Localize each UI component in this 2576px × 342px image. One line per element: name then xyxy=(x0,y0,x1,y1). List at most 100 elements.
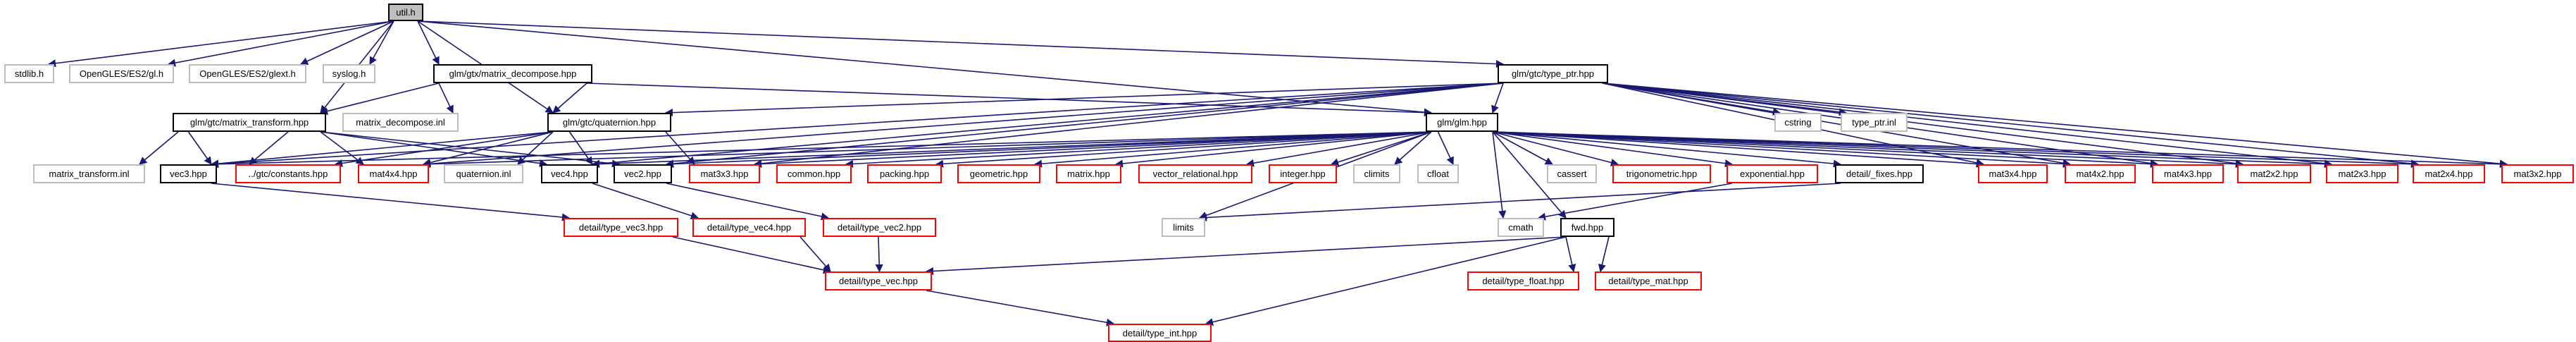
node-label: glm/glm.hpp xyxy=(1437,117,1487,128)
node-mat3x4-hpp[interactable]: mat3x4.hpp xyxy=(1978,164,2048,183)
node-label: mat3x2.hpp xyxy=(2513,169,2562,179)
node-mat2x4-hpp[interactable]: mat2x4.hpp xyxy=(2413,164,2485,183)
node-mat4x2-hpp[interactable]: mat4x2.hpp xyxy=(2065,164,2136,183)
node-packing-hpp[interactable]: packing.hpp xyxy=(867,164,942,183)
node-mat3x2-hpp[interactable]: mat3x2.hpp xyxy=(2501,164,2574,183)
node-label: integer.hpp xyxy=(1280,169,1326,179)
node-label: mat2x3.hpp xyxy=(2338,169,2387,179)
node-label: mat4x4.hpp xyxy=(369,169,418,179)
node-label: OpenGLES/ES2/glext.h xyxy=(199,68,296,79)
edge-glm_hpp-mat3x3_hpp xyxy=(753,131,1432,169)
node-opengles-glext: OpenGLES/ES2/glext.h xyxy=(189,64,306,83)
edge-type_vec3_hpp-type_vec_hpp xyxy=(672,236,832,274)
edge-type_ptr_hpp-mat4x2_hpp xyxy=(1602,83,2072,167)
node-fixes-hpp[interactable]: detail/_fixes.hpp xyxy=(1835,164,1924,183)
node-matrix-decompose-hpp[interactable]: glm/gtx/matrix_decompose.hpp xyxy=(433,64,592,83)
node-label: common.hpp xyxy=(787,169,841,179)
node-type-float-hpp[interactable]: detail/type_float.hpp xyxy=(1467,271,1579,291)
node-type-mat-hpp[interactable]: detail/type_mat.hpp xyxy=(1595,271,1702,291)
edge-type_ptr_hpp-mat2x3_hpp xyxy=(1602,83,2333,168)
edge-type_ptr_hpp-mat2x4_hpp xyxy=(1602,83,2420,168)
node-mat4x3-hpp[interactable]: mat4x3.hpp xyxy=(2152,164,2224,183)
node-integer-hpp[interactable]: integer.hpp xyxy=(1269,164,1337,183)
edge-util_h-syslog_h xyxy=(369,20,394,65)
node-label: ../gtc/constants.hpp xyxy=(248,169,328,179)
node-matrix-transform-hpp[interactable]: glm/gtc/matrix_transform.hpp xyxy=(173,113,326,132)
edge-glm_hpp-mat4x2_hpp xyxy=(1492,131,2072,169)
node-trigonometric-hpp[interactable]: trigonometric.hpp xyxy=(1612,164,1711,183)
node-opengles-gl: OpenGLES/ES2/gl.h xyxy=(69,64,174,83)
node-mat2x3-hpp[interactable]: mat2x3.hpp xyxy=(2326,164,2398,183)
node-cassert: cassert xyxy=(1547,164,1597,183)
node-type-vec2-hpp[interactable]: detail/type_vec2.hpp xyxy=(823,218,936,237)
edge-fwd_hpp-type_float_hpp xyxy=(1565,236,1576,273)
node-fwd-hpp[interactable]: fwd.hpp xyxy=(1560,218,1614,237)
node-constants-hpp[interactable]: ../gtc/constants.hpp xyxy=(235,164,341,183)
edge-fwd_hpp-type_int_hpp xyxy=(1205,236,1567,326)
node-label: vec4.hpp xyxy=(551,169,588,179)
node-glm-hpp[interactable]: glm/glm.hpp xyxy=(1426,113,1498,132)
node-mat4x4-hpp[interactable]: mat4x4.hpp xyxy=(358,164,429,183)
edge-glm_hpp-exponential_hpp xyxy=(1492,131,1734,168)
node-cmath: cmath xyxy=(1498,218,1544,237)
edge-util_h-opengles_glext xyxy=(299,20,394,65)
edge-util_h-stdlib_h xyxy=(47,20,394,68)
node-type-int-hpp[interactable]: detail/type_int.hpp xyxy=(1108,324,1212,342)
node-quaternion-hpp[interactable]: glm/gtc/quaternion.hpp xyxy=(547,113,671,132)
node-type-ptr-hpp[interactable]: glm/gtc/type_ptr.hpp xyxy=(1498,64,1608,83)
edge-type_ptr_hpp-quaternion_hpp xyxy=(664,83,1504,117)
node-vec3-hpp[interactable]: vec3.hpp xyxy=(160,164,217,183)
edge-quaternion_hpp-mat4x4_hpp xyxy=(422,131,554,166)
node-cfloat: cfloat xyxy=(1417,164,1459,183)
edge-matrix_transform_hpp-mat4x4_hpp xyxy=(320,131,364,165)
edge-glm_hpp-mat3x2_hpp xyxy=(1492,131,2508,169)
edge-type_ptr_hpp-vec3_hpp xyxy=(210,83,1504,168)
edge-vec4_hpp-type_vec4_hpp xyxy=(592,183,699,220)
node-mat3x3-hpp[interactable]: mat3x3.hpp xyxy=(689,164,760,183)
node-type-vec4-hpp[interactable]: detail/type_vec4.hpp xyxy=(692,218,806,237)
node-label: glm/gtc/quaternion.hpp xyxy=(562,117,657,128)
node-matrix-hpp[interactable]: matrix.hpp xyxy=(1056,164,1121,183)
edge-type_vec4_hpp-type_vec_hpp xyxy=(799,236,831,272)
edge-glm_hpp-integer_hpp xyxy=(1330,131,1432,166)
node-common-hpp[interactable]: common.hpp xyxy=(776,164,852,183)
node-label: vec3.hpp xyxy=(170,169,207,179)
node-label: mat2x4.hpp xyxy=(2425,169,2473,179)
edge-exponential_hpp-cmath xyxy=(1537,183,1733,221)
edge-fwd_hpp-type_vec_hpp xyxy=(925,236,1567,276)
edge-type_vec_hpp-type_int_hpp xyxy=(926,290,1115,326)
node-label: packing.hpp xyxy=(879,169,930,179)
node-type-vec-hpp[interactable]: detail/type_vec.hpp xyxy=(825,271,932,291)
node-label: detail/_fixes.hpp xyxy=(1846,169,1912,179)
node-limits: limits xyxy=(1162,218,1205,237)
node-type-vec3-hpp[interactable]: detail/type_vec3.hpp xyxy=(564,218,678,237)
node-vec4-hpp[interactable]: vec4.hpp xyxy=(541,164,598,183)
edge-fixes_hpp-limits xyxy=(1198,183,1841,222)
node-label: syslog.h xyxy=(332,68,366,79)
node-matrix-decompose-inl: matrix_decompose.inl xyxy=(342,113,459,132)
edge-glm_hpp-climits xyxy=(1394,131,1432,165)
node-matrix-transform-inl: matrix_transform.inl xyxy=(33,164,145,183)
node-label: cstring xyxy=(1784,117,1812,128)
edge-quaternion_hpp-vec3_hpp xyxy=(210,131,554,168)
node-vec2-hpp[interactable]: vec2.hpp xyxy=(614,164,672,183)
node-util-h: util.h xyxy=(388,4,423,21)
node-geometric-hpp[interactable]: geometric.hpp xyxy=(957,164,1040,183)
node-label: vec2.hpp xyxy=(624,169,661,179)
edge-quaternion_hpp-mat3x3_hpp xyxy=(665,131,695,165)
node-mat2x2-hpp[interactable]: mat2x2.hpp xyxy=(2237,164,2311,183)
node-label: geometric.hpp xyxy=(969,169,1028,179)
edge-matrix_decompose_hpp-matrix_decompose_inl xyxy=(438,83,454,114)
node-label: stdlib.h xyxy=(14,68,44,79)
node-vector-relational-hpp[interactable]: vector_relational.hpp xyxy=(1138,164,1252,183)
edge-type_ptr_hpp-mat2x2_hpp xyxy=(1602,83,2244,168)
node-stdlib-h: stdlib.h xyxy=(4,64,54,83)
node-label: glm/gtc/type_ptr.hpp xyxy=(1511,68,1595,79)
node-label: detail/type_int.hpp xyxy=(1122,327,1197,338)
node-exponential-hpp[interactable]: exponential.hpp xyxy=(1726,164,1818,183)
edge-glm_hpp-mat3x4_hpp xyxy=(1492,131,1985,168)
edge-glm_hpp-matrix_hpp xyxy=(1114,131,1432,168)
edge-matrix_decompose_hpp-matrix_transform_hpp xyxy=(319,83,440,115)
edge-matrix_transform_hpp-constants_hpp xyxy=(249,131,289,165)
node-type-ptr-inl: type_ptr.inl xyxy=(1841,113,1908,132)
